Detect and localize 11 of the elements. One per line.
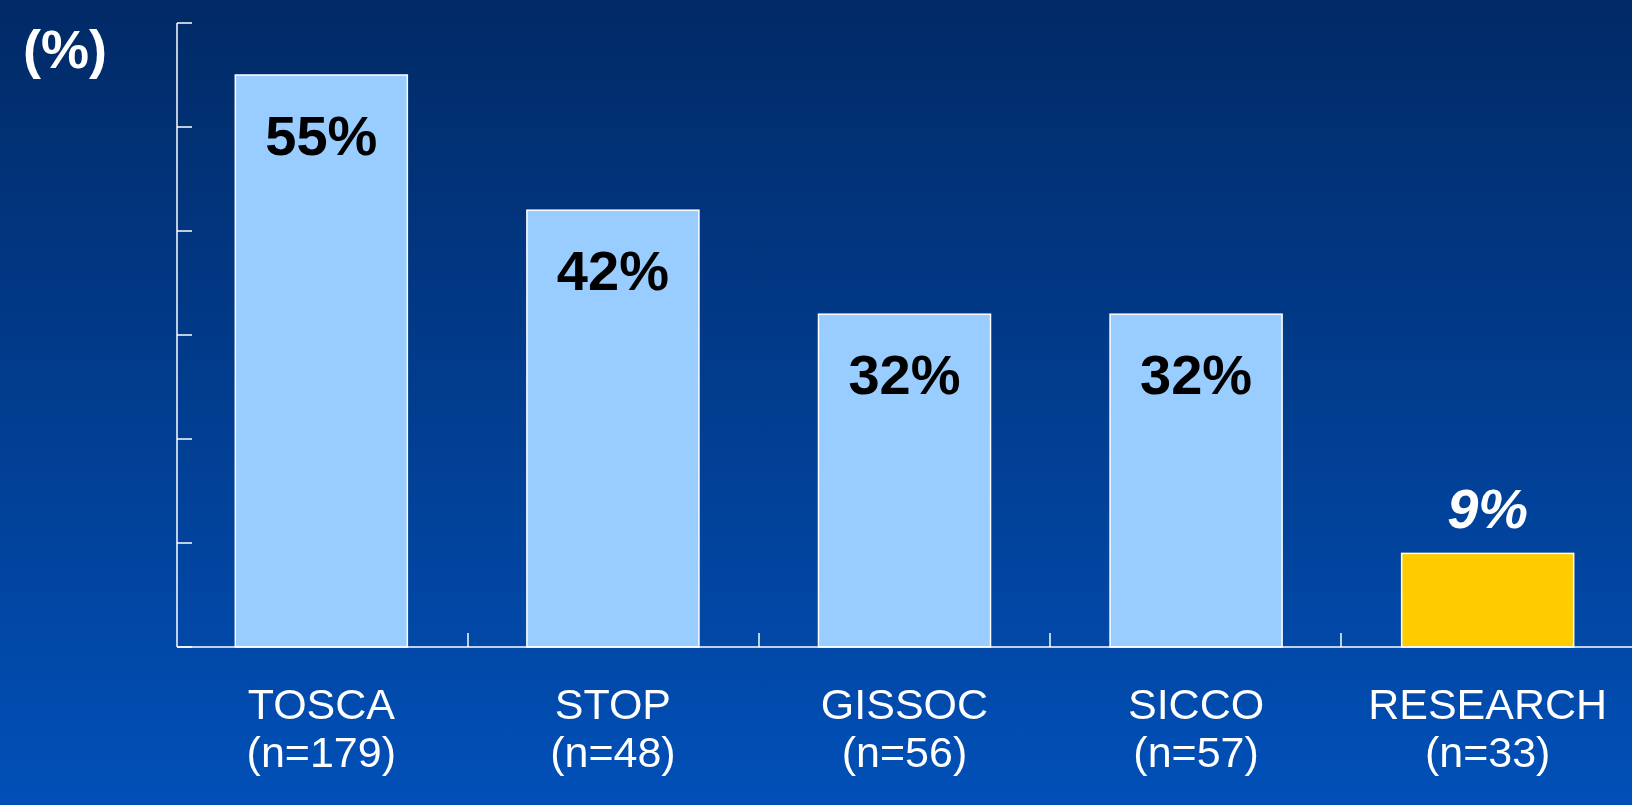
y-axis-title: (%) bbox=[23, 19, 107, 79]
data-label: 42% bbox=[556, 239, 669, 303]
data-label: 32% bbox=[1140, 343, 1253, 407]
x-tick-label: SICCO (n=57) bbox=[1127, 680, 1265, 776]
data-label: 55% bbox=[265, 104, 378, 167]
x-tick-label: STOP (n=48) bbox=[550, 680, 676, 776]
x-tick-label: GISSOC (n=56) bbox=[820, 680, 989, 776]
data-label: 32% bbox=[848, 343, 961, 407]
data-label: 9% bbox=[1447, 477, 1529, 541]
x-tick-label: TOSCA (n=179) bbox=[246, 680, 397, 776]
x-tick-label: RESEARCH (n=33) bbox=[1368, 680, 1608, 776]
